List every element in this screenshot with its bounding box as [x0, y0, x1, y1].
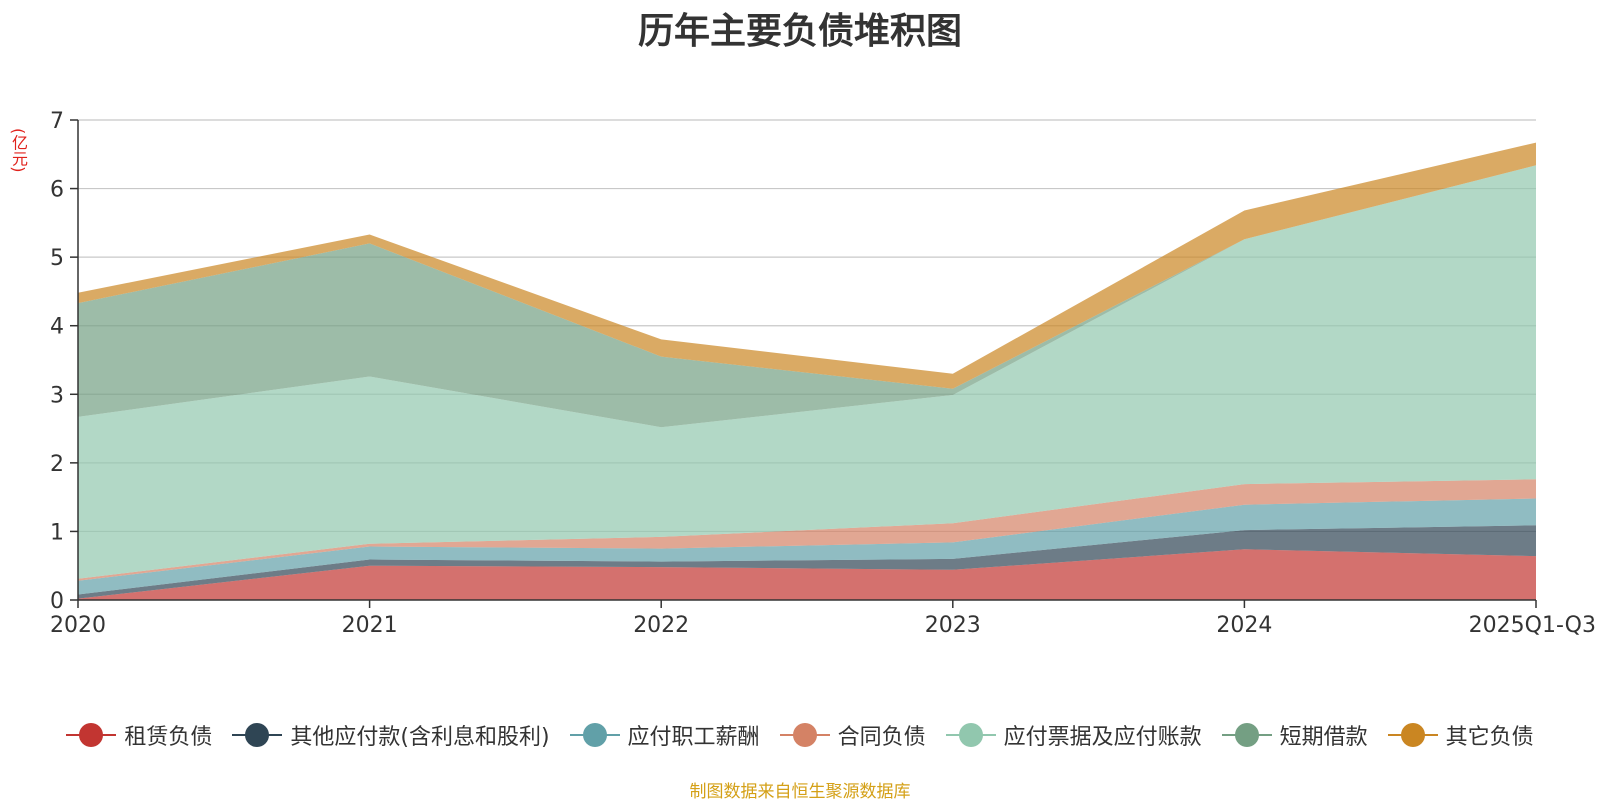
x-tick-label-4: 2024 — [1216, 613, 1272, 638]
legend-item-6[interactable]: 其它负债 — [1387, 719, 1534, 751]
legend-item-0[interactable]: 租赁负债 — [66, 719, 212, 751]
x-tick-label-3: 2023 — [925, 613, 981, 638]
y-tick-label-5: 5 — [50, 246, 64, 271]
legend-marker-icon — [569, 723, 620, 747]
stacked-area-chart: 0 1 2 3 4 5 6 7 2020 2021 2022 2023 2024 2025Q1-Q3 — [50, 109, 1596, 638]
x-tick-label-0: 2020 — [50, 613, 106, 638]
legend-label: 应付职工薪酬 — [627, 725, 760, 750]
area-series-2 — [78, 498, 1536, 595]
y-tick-label-1: 1 — [50, 520, 64, 545]
legend-marker-icon — [945, 723, 996, 747]
area-series-4 — [78, 165, 1536, 579]
legend-label: 短期借款 — [1279, 725, 1368, 750]
legend-item-1[interactable]: 其他应付款(含利息和股利) — [232, 719, 550, 751]
x-tick-label-1: 2021 — [342, 613, 398, 638]
legend-label: 应付票据及应付账款 — [1003, 725, 1202, 750]
y-tick-label-2: 2 — [50, 452, 64, 477]
legend-label: 其他应付款(含利息和股利) — [290, 725, 550, 750]
x-tick-label-5: 2025Q1-Q3 — [1469, 613, 1596, 638]
legend-label: 其它负债 — [1445, 725, 1534, 750]
legend-marker-icon — [232, 723, 283, 747]
chart-title: 历年主要负债堆积图 — [637, 11, 962, 52]
legend-item-5[interactable]: 短期借款 — [1221, 719, 1368, 751]
area-series-0 — [78, 549, 1536, 600]
y-tick-label-3: 3 — [50, 383, 64, 408]
legend-item-3[interactable]: 合同负债 — [779, 719, 926, 751]
y-tick-label-4: 4 — [50, 315, 64, 340]
legend-marker-icon — [1387, 723, 1438, 747]
area-series — [78, 142, 1536, 600]
legend-item-4[interactable]: 应付票据及应付账款 — [945, 719, 1202, 751]
legend-item-2[interactable]: 应付职工薪酬 — [569, 719, 760, 751]
y-axis-unit-label: (亿元) — [9, 127, 28, 173]
y-tick-label-0: 0 — [50, 589, 64, 614]
y-tick-label-7: 7 — [50, 109, 64, 134]
area-series-1 — [78, 525, 1536, 599]
legend-marker-icon — [779, 723, 830, 747]
legend-marker-icon — [1221, 723, 1272, 747]
legend-marker-icon — [66, 723, 117, 747]
source-note: 制图数据来自恒生聚源数据库 — [689, 782, 911, 802]
legend: 租赁负债 其他应付款(含利息和股利) 应付职工薪酬 合同负债 应付票据及应付账款 短期借款… — [0, 718, 1600, 752]
axes: 0 1 2 3 4 5 6 7 2020 2021 2022 2023 2024 2025Q1-Q3 — [50, 109, 1596, 638]
area-series-5 — [78, 165, 1536, 428]
y-tick-label-6: 6 — [50, 178, 64, 203]
legend-label: 租赁负债 — [124, 725, 213, 750]
area-series-3 — [78, 479, 1536, 581]
legend-label: 合同负债 — [837, 725, 926, 750]
x-tick-label-2: 2022 — [633, 613, 689, 638]
